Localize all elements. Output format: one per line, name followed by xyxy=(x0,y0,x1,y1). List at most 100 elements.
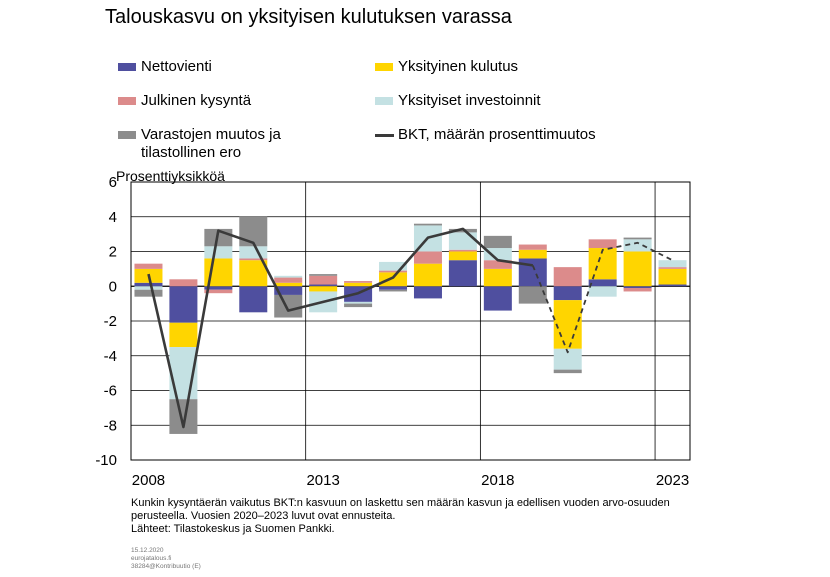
legend-swatch-julkinen-kysynta xyxy=(118,97,136,105)
y-tick-label: 4 xyxy=(109,209,117,226)
y-tick-label: -4 xyxy=(104,348,117,365)
x-axis: 2008 2013 2018 2023 xyxy=(132,472,689,489)
legend-label-yksityiset-investoinnit: Yksityiset investoinnit xyxy=(398,92,541,109)
legend-label-nettovienti: Nettovienti xyxy=(141,58,212,75)
chart-grid xyxy=(131,182,690,460)
bar-segment-series-4 xyxy=(134,289,163,297)
x-tick-label: 2018 xyxy=(481,472,514,489)
bar-segment-series-0 xyxy=(239,286,268,313)
bar-segment-series-3 xyxy=(483,248,512,261)
bar-segment-series-4 xyxy=(518,286,547,304)
legend-swatch-yksityinen-kulutus xyxy=(375,63,393,71)
bar-segment-series-2 xyxy=(553,267,582,287)
legend-label-varastojen-muutos-line1: Varastojen muutos ja xyxy=(141,126,281,143)
bar-segment-series-3 xyxy=(379,261,408,271)
publication-meta: 15.12.2020 eurojatalous.fi 38284@Kontrib… xyxy=(131,547,201,571)
gdp-line-actual xyxy=(147,227,533,429)
x-tick-label: 2013 xyxy=(306,472,339,489)
legend-label-yksityinen-kulutus: Yksityinen kulutus xyxy=(398,58,519,75)
bar-segment-series-2 xyxy=(623,287,652,292)
bar-segment-series-3 xyxy=(553,348,582,370)
footnote-line-2: perusteella. Vuosien 2020–2023 luvut ova… xyxy=(131,510,396,522)
legend-label-julkinen-kysynta: Julkinen kysyntä xyxy=(141,92,252,109)
bar-segment-series-3 xyxy=(134,286,163,290)
footnote: Kunkin kysyntäerän vaikutus BKT:n kasvuu… xyxy=(131,497,751,536)
bar-segment-series-2 xyxy=(274,277,303,283)
x-tick-label: 2023 xyxy=(656,472,689,489)
bar-segment-series-4 xyxy=(344,303,373,308)
legend-label-varastojen-muutos: Varastojen muutos ja tilastollinen ero xyxy=(141,126,281,162)
bar-segment-series-4 xyxy=(274,294,303,318)
bar-segment-series-1 xyxy=(483,268,512,287)
bar-segment-series-1 xyxy=(658,268,687,285)
y-unit-label: Prosenttiyksikköä xyxy=(116,168,225,184)
bar-segment-series-3 xyxy=(448,232,477,250)
bar-segment-series-3 xyxy=(204,246,233,259)
bar-segment-series-0 xyxy=(623,286,652,288)
bar-segment-series-0 xyxy=(204,286,233,290)
bar-segment-series-1 xyxy=(309,286,338,292)
legend-label-bkt: BKT, määrän prosenttimuutos xyxy=(398,126,596,143)
bar-segment-series-1 xyxy=(169,322,198,348)
bar-segment-series-0 xyxy=(658,284,687,287)
meta-date: 15.12.2020 xyxy=(131,547,164,554)
bar-segment-series-2 xyxy=(204,289,233,294)
bar-segment-series-2 xyxy=(309,275,338,285)
bar-segment-series-4 xyxy=(239,216,268,247)
bar-segment-series-2 xyxy=(483,260,512,269)
bar-segment-series-2 xyxy=(239,258,268,261)
bar-segment-series-0 xyxy=(518,258,547,287)
chart-bars xyxy=(134,216,687,434)
legend-swatch-varastojen-muutos xyxy=(118,131,136,139)
bar-segment-series-2 xyxy=(448,249,477,252)
bar-segment-series-0 xyxy=(483,286,512,311)
y-tick-label: 2 xyxy=(109,244,117,261)
footnote-sources: Lähteet: Tilastokeskus ja Suomen Pankki. xyxy=(131,523,335,535)
bar-segment-series-1 xyxy=(588,248,617,280)
bar-segment-series-1 xyxy=(623,251,652,287)
legend-swatch-yksityiset-investoinnit xyxy=(375,97,393,105)
bar-segment-series-0 xyxy=(274,286,303,295)
bar-segment-series-2 xyxy=(344,281,373,283)
bar-segment-series-3 xyxy=(274,275,303,278)
bar-segment-series-1 xyxy=(448,251,477,261)
bar-segment-series-4 xyxy=(309,274,338,276)
bar-segment-series-4 xyxy=(379,289,408,292)
bar-segment-series-2 xyxy=(379,270,408,273)
gdp-line-group xyxy=(147,227,673,429)
legend-swatch-bkt-line xyxy=(375,134,394,137)
bar-segment-series-3 xyxy=(588,286,617,297)
legend-label-varastojen-muutos-line2: tilastollinen ero xyxy=(141,144,242,161)
bar-segment-series-3 xyxy=(623,239,652,252)
bar-segment-series-2 xyxy=(169,279,198,287)
bar-segment-series-4 xyxy=(413,223,442,226)
y-tick-label: -6 xyxy=(104,383,117,400)
bar-segment-series-0 xyxy=(413,286,442,299)
bar-segment-series-2 xyxy=(134,263,163,269)
bar-segment-series-0 xyxy=(588,279,617,287)
y-tick-label: -2 xyxy=(104,313,117,330)
bar-segment-series-1 xyxy=(274,282,303,287)
bar-segment-series-3 xyxy=(344,301,373,304)
bar-segment-series-1 xyxy=(379,272,408,287)
bar-segment-series-4 xyxy=(553,369,582,374)
plot-frame xyxy=(130,181,691,461)
chart-title: Talouskasvu on yksityisen kulutuksen var… xyxy=(105,6,512,28)
y-tick-label: 0 xyxy=(109,278,117,295)
x-tick-label: 2008 xyxy=(132,472,165,489)
bar-segment-series-3 xyxy=(239,246,268,259)
bar-segment-series-3 xyxy=(658,260,687,268)
meta-site: eurojatalous.fi xyxy=(131,555,172,562)
bar-segment-series-0 xyxy=(448,260,477,287)
bar-segment-series-0 xyxy=(553,286,582,301)
bar-segment-series-0 xyxy=(379,286,408,290)
y-tick-label: 6 xyxy=(109,174,117,191)
bar-segment-series-0 xyxy=(134,282,163,287)
bar-segment-series-1 xyxy=(239,260,268,287)
y-tick-label: -8 xyxy=(104,417,117,434)
gdp-line-forecast xyxy=(531,241,673,354)
bar-segment-series-1 xyxy=(518,249,547,259)
bar-segment-series-4 xyxy=(169,399,198,434)
bar-segment-series-0 xyxy=(309,284,338,287)
